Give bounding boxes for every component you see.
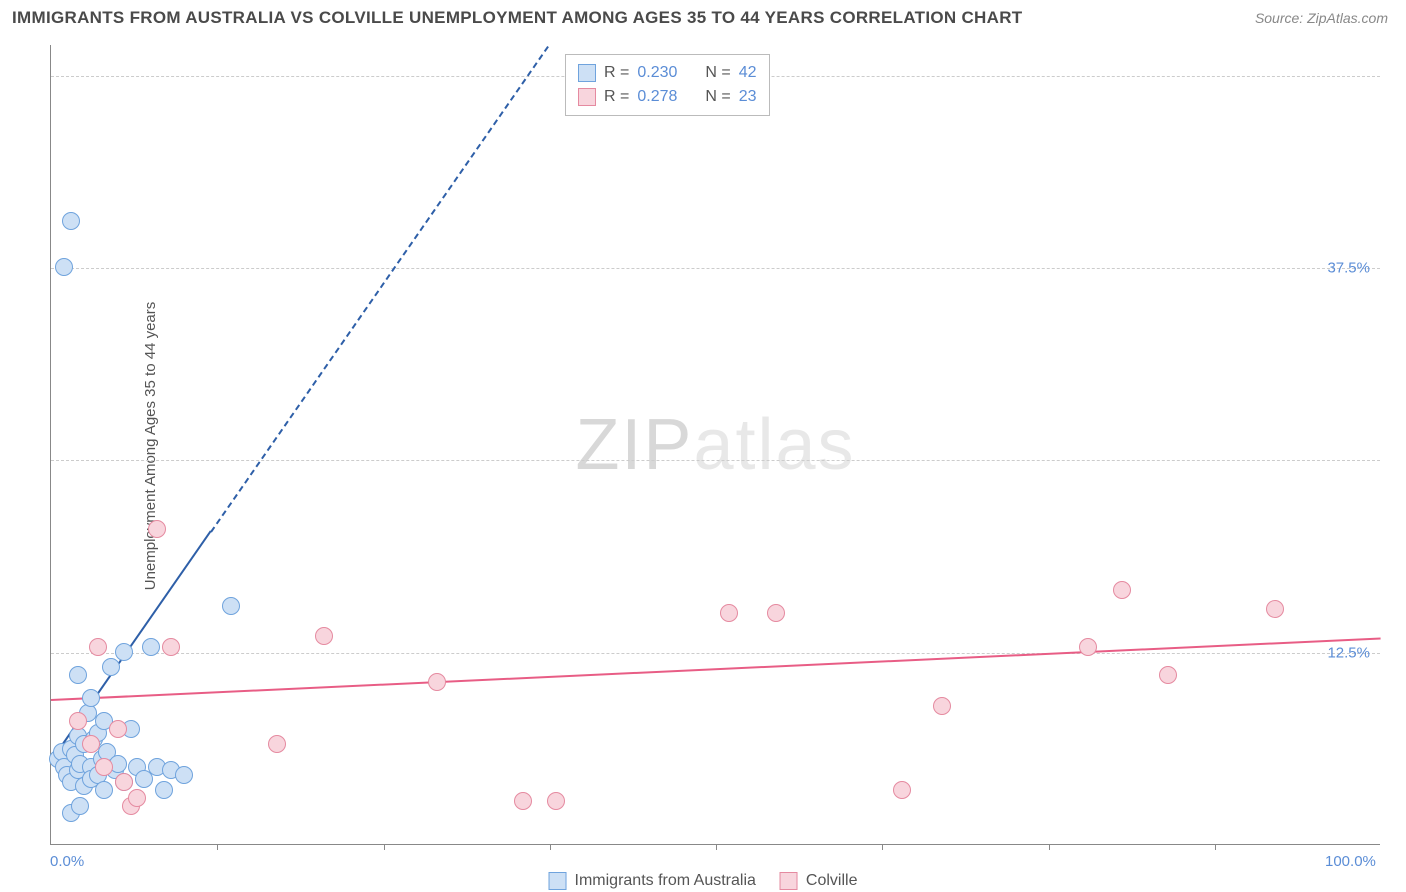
gridline	[51, 460, 1380, 461]
data-point	[893, 781, 911, 799]
legend-swatch	[578, 88, 596, 106]
x-tick	[384, 844, 385, 850]
n-label: N =	[705, 61, 730, 85]
data-point	[428, 673, 446, 691]
legend-label-colville: Colville	[806, 872, 858, 890]
x-tick	[716, 844, 717, 850]
data-point	[128, 789, 146, 807]
data-point	[115, 643, 133, 661]
watermark: ZIPatlas	[575, 404, 855, 486]
legend-stat-row: R = 0.230 N = 42	[578, 61, 757, 85]
data-point	[162, 638, 180, 656]
data-point	[1079, 638, 1097, 656]
r-label: R =	[604, 61, 629, 85]
n-value: 42	[739, 61, 757, 85]
trend-line	[210, 45, 549, 532]
legend-swatch-colville	[780, 872, 798, 890]
legend-item-australia: Immigrants from Australia	[549, 872, 756, 890]
x-tick	[1049, 844, 1050, 850]
y-tick-label: 37.5%	[1327, 260, 1370, 277]
correlation-legend: R = 0.230 N = 42 R = 0.278 N = 23	[565, 54, 770, 116]
plot-area: ZIPatlas 12.5% 37.5%	[50, 45, 1380, 845]
n-value: 23	[739, 85, 757, 109]
series-legend: Immigrants from Australia Colville	[549, 872, 858, 890]
x-tick-label-min: 0.0%	[50, 853, 84, 886]
data-point	[175, 766, 193, 784]
data-point	[1159, 666, 1177, 684]
data-point	[155, 781, 173, 799]
data-point	[62, 212, 80, 230]
watermark-zip: ZIP	[575, 405, 693, 485]
data-point	[95, 758, 113, 776]
data-point	[109, 720, 127, 738]
data-point	[1266, 600, 1284, 618]
data-point	[315, 627, 333, 645]
gridline	[51, 268, 1380, 269]
data-point	[69, 666, 87, 684]
data-point	[933, 697, 951, 715]
data-point	[268, 735, 286, 753]
legend-label-australia: Immigrants from Australia	[575, 872, 756, 890]
chart-title: IMMIGRANTS FROM AUSTRALIA VS COLVILLE UN…	[12, 8, 1022, 28]
legend-item-colville: Colville	[780, 872, 858, 890]
x-tick-label-max: 100.0%	[1325, 853, 1376, 870]
data-point	[767, 604, 785, 622]
data-point	[82, 735, 100, 753]
data-point	[71, 797, 89, 815]
data-point	[82, 689, 100, 707]
source-attribution: Source: ZipAtlas.com	[1255, 10, 1388, 26]
data-point	[115, 773, 133, 791]
data-point	[69, 712, 87, 730]
legend-stat-row: R = 0.278 N = 23	[578, 85, 757, 109]
gridline	[51, 653, 1380, 654]
data-point	[142, 638, 160, 656]
data-point	[222, 597, 240, 615]
x-tick	[550, 844, 551, 850]
legend-swatch-australia	[549, 872, 567, 890]
data-point	[95, 781, 113, 799]
data-point	[720, 604, 738, 622]
x-tick	[882, 844, 883, 850]
n-label: N =	[705, 85, 730, 109]
trend-line	[51, 637, 1381, 701]
legend-swatch	[578, 64, 596, 82]
y-tick-label: 12.5%	[1327, 644, 1370, 661]
r-value: 0.278	[637, 85, 677, 109]
x-tick	[1215, 844, 1216, 850]
x-tick	[217, 844, 218, 850]
data-point	[89, 638, 107, 656]
data-point	[148, 520, 166, 538]
r-value: 0.230	[637, 61, 677, 85]
watermark-atlas: atlas	[693, 405, 855, 485]
r-label: R =	[604, 85, 629, 109]
data-point	[55, 258, 73, 276]
data-point	[547, 792, 565, 810]
data-point	[514, 792, 532, 810]
data-point	[102, 658, 120, 676]
data-point	[1113, 581, 1131, 599]
